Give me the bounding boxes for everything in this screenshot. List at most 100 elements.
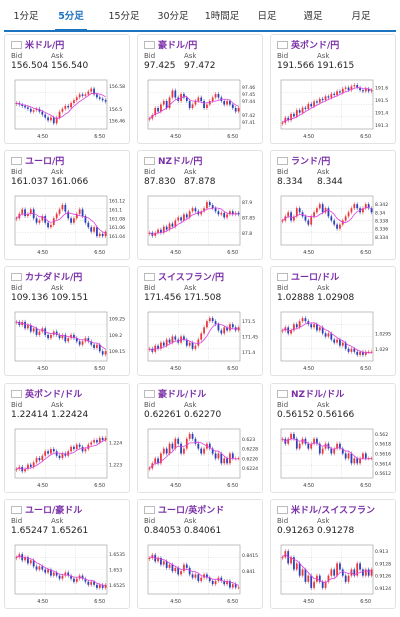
rate-card[interactable]: NZドル/円 Bid Ask 87.830 87.878 87.9 87.85 87.8 4:5… <box>137 150 263 260</box>
candle-up <box>44 451 47 456</box>
candle-up <box>21 321 24 326</box>
candle-up <box>154 232 157 236</box>
candle-down <box>367 88 370 92</box>
candle-down <box>67 211 70 219</box>
candle-down <box>339 91 341 93</box>
candle-up <box>38 220 41 223</box>
rate-card[interactable]: ユーロ/ドル Bid Ask 1.02888 1.02908 1.0295 1.029 4:5… <box>270 266 396 376</box>
bid-label: Bid <box>277 284 289 292</box>
currency-pair-name[interactable]: 米ドル/スイスフラン <box>291 506 376 516</box>
currency-pair-name[interactable]: ユーロ/ドル <box>291 273 340 283</box>
ask-label: Ask <box>51 284 64 292</box>
price-chart: 97.46 97.45 97.44 97.42 97.41 4:50 6:50 <box>144 77 260 141</box>
rate-card[interactable]: ユーロ/円 Bid Ask 161.037 161.066 161.12 161.1 161.… <box>4 150 130 260</box>
currency-pair-name[interactable]: NZドル/ドル <box>291 390 345 400</box>
currency-pair-name[interactable]: 豪ドル/円 <box>158 41 198 51</box>
candle-down <box>98 344 101 352</box>
tab-3[interactable]: 15分足 <box>108 11 140 22</box>
currency-pair-name[interactable]: NZドル/円 <box>158 157 203 167</box>
x-tick-label: 6:50 <box>360 250 371 256</box>
bid-label: Bid <box>144 517 156 525</box>
currency-pair-name[interactable]: 英ポンド/ドル <box>25 390 83 400</box>
currency-pair-name[interactable]: ユーロ/英ポンド <box>158 506 225 516</box>
rate-card[interactable]: ランド/円 Bid Ask 8.334 8.344 8.342 8.34 8.338 8.336… <box>270 150 396 260</box>
candle-up <box>104 437 107 441</box>
currency-pair-name[interactable]: 米ドル/円 <box>25 41 65 51</box>
rate-card[interactable]: 英ポンド/ドル Bid Ask 1.22414 1.22424 1.224 1.223 4:5… <box>4 383 130 493</box>
candle-up <box>148 468 151 470</box>
candle-down <box>84 216 87 223</box>
tab-1[interactable]: 1分足 <box>13 11 39 22</box>
ask-label: Ask <box>51 517 64 525</box>
y-tick-label: 161.1 <box>109 207 122 213</box>
price-chart: 1.224 1.223 4:50 6:50 <box>11 426 127 490</box>
candle-up <box>231 584 234 588</box>
currency-pair-name[interactable]: ユーロ/豪ドル <box>25 506 83 516</box>
ch-flag-icon <box>144 273 155 281</box>
candle-down <box>96 584 98 588</box>
candle-up <box>84 449 87 452</box>
currency-pair-name[interactable]: スイスフラン/円 <box>158 273 225 283</box>
rate-card[interactable]: ユーロ/英ポンド Bid Ask 0.84053 0.84061 0.8415 0.841 4… <box>137 499 263 609</box>
tab-4[interactable]: 30分足 <box>157 11 189 22</box>
rate-card[interactable]: 豪ドル/ドル Bid Ask 0.62261 0.62270 0.623 0.6228 0.6… <box>137 383 263 493</box>
currency-pair-name[interactable]: ランド/円 <box>291 157 331 167</box>
candle-up <box>55 213 58 219</box>
tab-5[interactable]: 1時間足 <box>204 11 240 22</box>
candle-up <box>32 110 35 112</box>
bid-value: 109.136 <box>11 293 49 303</box>
candle-up <box>38 331 41 335</box>
x-tick-label: 6:50 <box>94 366 105 372</box>
currency-pair-name[interactable]: 豪ドル/ドル <box>158 390 207 400</box>
candle-down <box>223 580 226 585</box>
rate-card[interactable]: 英ポンド/円 Bid Ask 191.566 191.615 191.6 191.5 191.… <box>270 34 396 144</box>
rate-card[interactable]: カナダドル/円 Bid Ask 109.136 109.151 109.25 109.2 10… <box>4 266 130 376</box>
candle-up <box>157 229 159 233</box>
ask-value: 97.472 <box>184 61 216 71</box>
currency-pair-name[interactable]: 英ポンド/円 <box>291 41 340 51</box>
bid-value: 1.65247 <box>11 526 49 536</box>
eu-uk-flag-icon <box>144 506 155 514</box>
bid-label: Bid <box>11 284 23 292</box>
candle-up <box>41 455 44 461</box>
bid-label: Bid <box>11 168 23 176</box>
bid-value: 1.02888 <box>277 293 315 303</box>
candle-down <box>70 218 72 223</box>
y-tick-label: 87.8 <box>242 231 252 237</box>
rate-card[interactable]: ユーロ/豪ドル Bid Ask 1.65247 1.65261 1.6535 1.653 1.… <box>4 499 130 609</box>
candle-down <box>188 567 191 575</box>
tab-7[interactable]: 週足 <box>303 11 323 22</box>
ask-value: 161.066 <box>51 177 89 187</box>
rate-card[interactable]: NZドル/ドル Bid Ask 0.56152 0.56166 0.562 0.5618 0.… <box>270 383 396 493</box>
rate-card[interactable]: 豪ドル/円 Bid Ask 97.425 97.472 97.46 97.45 97.44 97… <box>137 34 263 144</box>
candle-down <box>70 575 72 579</box>
candle-down <box>231 324 234 328</box>
rate-card[interactable]: 米ドル/円 Bid Ask 156.504 156.540 156.58 156.5 156.… <box>4 34 130 144</box>
y-tick-label: 109.15 <box>109 349 125 355</box>
candle-up <box>61 453 64 458</box>
candle-down <box>165 226 168 230</box>
candle-up <box>96 344 98 348</box>
candle-down <box>208 202 211 206</box>
tab-6[interactable]: 日足 <box>257 11 277 22</box>
x-tick-label: 6:50 <box>360 134 371 140</box>
moving-average-line <box>16 439 106 470</box>
currency-pair-name[interactable]: カナダドル/円 <box>25 273 83 283</box>
candle-down <box>87 338 90 342</box>
y-tick-label: 109.25 <box>109 317 125 323</box>
candlestick-chart: 109.25 109.2 109.15 4:50 6:50 <box>14 311 125 372</box>
candle-down <box>367 204 370 209</box>
x-tick-label: 6:50 <box>227 599 238 605</box>
candle-down <box>347 87 350 91</box>
moving-average-line <box>149 207 239 235</box>
tab-2[interactable]: 5分足 <box>49 4 93 32</box>
candle-up <box>191 104 194 108</box>
candle-up <box>15 321 18 323</box>
candle-up <box>38 566 41 570</box>
rate-card[interactable]: スイスフラン/円 Bid Ask 171.456 171.508 171.5 171.45 1… <box>137 266 263 376</box>
candle-down <box>78 341 81 345</box>
tab-8[interactable]: 月足 <box>351 11 371 22</box>
currency-pair-name[interactable]: ユーロ/円 <box>25 157 65 167</box>
rate-card[interactable]: 米ドル/スイスフラン Bid Ask 0.91263 0.91278 0.913 0.912… <box>270 499 396 609</box>
candle-up <box>208 101 211 105</box>
